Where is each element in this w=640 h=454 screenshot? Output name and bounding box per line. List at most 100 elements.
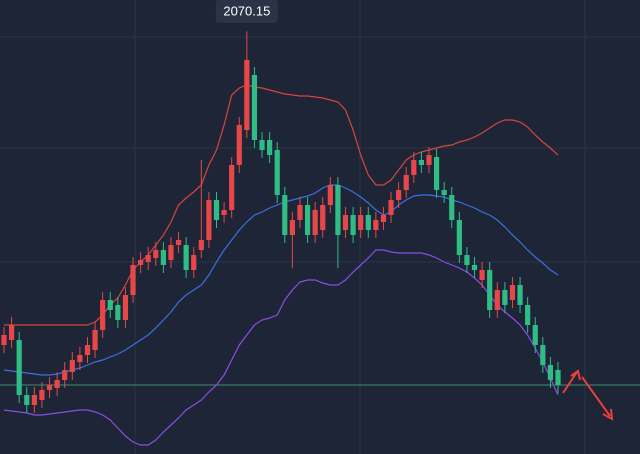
candle [39, 382, 45, 408]
candle-body [229, 165, 235, 210]
candle-body [39, 390, 45, 400]
candle [320, 197, 326, 238]
candle [365, 207, 371, 238]
candle [449, 187, 455, 228]
plot-area [0, 31, 640, 446]
candle [274, 142, 280, 203]
candle [358, 207, 364, 238]
candle-body [312, 210, 318, 235]
candle [122, 287, 129, 328]
candle [138, 252, 144, 273]
candle-body [251, 75, 258, 140]
candle-body [327, 185, 333, 205]
candle [540, 337, 546, 373]
candle-body [31, 395, 37, 405]
candle-body [502, 290, 508, 305]
candle-body [471, 265, 478, 270]
candle [388, 192, 394, 223]
candle-body [479, 270, 485, 280]
candle [46, 377, 53, 398]
candle [244, 31, 250, 138]
candle [107, 292, 113, 318]
candle-body [388, 200, 394, 215]
candle-body [517, 285, 523, 305]
candle-body [426, 155, 432, 165]
candle-body [320, 205, 326, 230]
candle [297, 197, 303, 228]
candle-body [115, 305, 121, 320]
candle-body [456, 220, 462, 255]
candle [77, 347, 83, 370]
candle [282, 187, 288, 243]
candle-body [236, 125, 242, 165]
candle [525, 297, 531, 333]
candle [198, 160, 204, 258]
candle-body [130, 265, 136, 295]
candle [213, 192, 220, 228]
band-line [3, 249, 559, 446]
candle-body [62, 370, 68, 380]
candle-body [107, 300, 113, 310]
arrow-head [570, 369, 581, 381]
candle-body [168, 245, 174, 260]
candle-body [77, 355, 83, 362]
candle [221, 202, 227, 223]
candle [145, 247, 151, 270]
candle-body [54, 380, 60, 388]
candle [350, 207, 356, 243]
band-line [4, 84, 559, 326]
candle-body [342, 215, 349, 230]
candle-body [411, 160, 417, 175]
candle-body [540, 345, 546, 365]
candle-body [396, 190, 402, 200]
candle-body [206, 200, 212, 240]
candle [494, 282, 500, 318]
candle [69, 352, 75, 380]
candle [289, 212, 295, 268]
candle [153, 242, 159, 266]
candle [115, 297, 121, 328]
candle-body [509, 285, 516, 300]
candle [92, 322, 98, 358]
candle [16, 332, 22, 403]
candle-body [449, 195, 455, 220]
candle-body [153, 250, 159, 258]
candle [456, 212, 462, 263]
candle [555, 362, 561, 393]
candle [168, 237, 174, 268]
candle-body [92, 330, 98, 350]
candle [509, 277, 516, 308]
candle [206, 192, 212, 248]
candle-body [494, 290, 500, 310]
candle-body [122, 295, 129, 320]
candle-body [175, 240, 182, 245]
candle [403, 167, 409, 198]
candle [380, 207, 387, 230]
candle-body [274, 150, 280, 195]
candle [396, 182, 402, 208]
candle [100, 292, 106, 338]
candle [160, 242, 166, 273]
candle [426, 147, 432, 173]
candle-body [24, 395, 30, 405]
candle-body [373, 220, 379, 230]
candle [373, 212, 379, 238]
candle-body [16, 340, 22, 395]
candle [251, 67, 258, 148]
candle-body [525, 305, 531, 325]
candle [517, 277, 523, 313]
trend-arrows [562, 369, 614, 421]
candle-body [183, 245, 189, 270]
candle-body [441, 190, 447, 195]
candle [191, 247, 197, 278]
candle [1, 327, 7, 353]
candle [229, 157, 235, 218]
candle-body [267, 140, 273, 155]
candle [471, 257, 478, 278]
candle-body [8, 325, 15, 340]
candle-body [380, 215, 387, 222]
candle-body [244, 60, 250, 130]
candle [532, 317, 538, 353]
arrow-down [581, 376, 611, 417]
